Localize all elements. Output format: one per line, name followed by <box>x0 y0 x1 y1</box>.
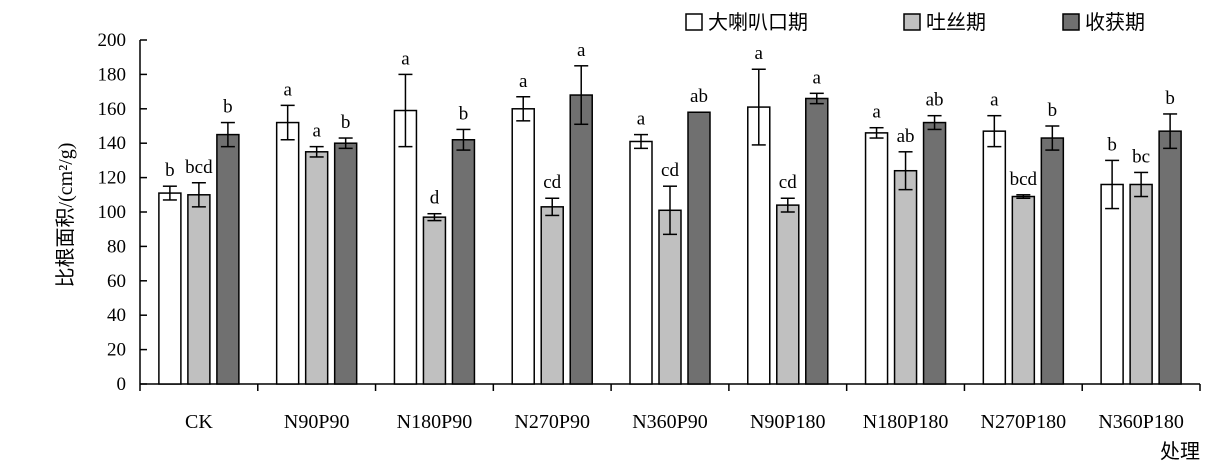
significance-label: ab <box>926 90 944 111</box>
y-tick-label: 160 <box>98 99 127 120</box>
y-axis-title: 比根面积/(cm²/g) <box>54 143 77 288</box>
bar <box>511 108 535 385</box>
x-tick-label: N270P90 <box>514 411 590 433</box>
bar <box>569 94 593 385</box>
significance-label: b <box>1165 88 1175 109</box>
significance-label: bc <box>1132 146 1150 167</box>
bar <box>187 194 211 385</box>
significance-label: bcd <box>185 157 213 178</box>
y-tick-label: 0 <box>117 374 127 395</box>
significance-label: a <box>990 90 999 111</box>
bar <box>864 132 889 385</box>
x-tick-label: N360P90 <box>632 411 708 433</box>
bar <box>422 216 447 385</box>
legend-label-0: 大喇叭口期 <box>708 11 808 34</box>
y-tick-label: 180 <box>98 64 127 85</box>
bar <box>776 204 800 385</box>
y-tick-label: 200 <box>98 30 127 51</box>
legend-swatch-2 <box>1062 13 1080 31</box>
bar <box>1129 183 1153 385</box>
x-tick-label: N180P180 <box>863 411 949 433</box>
bar <box>1100 183 1124 385</box>
x-tick-label: N90P180 <box>750 411 826 433</box>
bar <box>158 192 182 385</box>
y-tick-label: 80 <box>107 236 126 257</box>
significance-label: a <box>519 71 528 92</box>
significance-label: d <box>430 188 440 209</box>
significance-label: b <box>459 103 469 124</box>
significance-label: a <box>283 79 292 100</box>
bar <box>393 109 418 385</box>
x-axis-title: 处理 <box>1160 440 1200 463</box>
x-tick-label: N360P180 <box>1098 411 1184 433</box>
bar <box>629 140 653 385</box>
y-tick-label: 100 <box>98 202 127 223</box>
plot-area: 0 20 40 60 80 100 120 140 160 180 200 CK N90P90 N180P… <box>98 30 1201 433</box>
bar <box>304 151 329 385</box>
bar <box>275 121 300 385</box>
y-tick-label: 120 <box>98 168 127 189</box>
significance-label: bcd <box>1010 169 1038 190</box>
y-tick-label: 20 <box>107 340 126 361</box>
bar <box>982 130 1007 385</box>
bar <box>216 133 240 385</box>
significance-label: a <box>813 67 822 88</box>
x-tick-label: N90P90 <box>284 411 350 433</box>
x-tick-label: N270P180 <box>981 411 1067 433</box>
significance-label: cd <box>543 172 561 193</box>
bar <box>658 209 682 385</box>
significance-label: ab <box>690 86 708 107</box>
legend-label-2: 收获期 <box>1085 11 1145 34</box>
significance-label: b <box>1107 134 1117 155</box>
significance-label: a <box>872 102 881 123</box>
y-tick-label: 40 <box>107 305 126 326</box>
significance-label: a <box>637 109 646 130</box>
bar <box>540 206 564 385</box>
significance-label: b <box>1048 100 1058 121</box>
significance-label: a <box>312 121 321 142</box>
bar <box>922 121 947 385</box>
y-tick-label: 140 <box>98 133 127 154</box>
legend-swatch-1 <box>903 13 921 31</box>
significance-label: b <box>165 160 175 181</box>
bar <box>1040 137 1065 385</box>
significance-label: a <box>755 43 764 64</box>
bar <box>333 142 358 385</box>
bar <box>1011 195 1036 385</box>
significance-label: b <box>223 97 233 118</box>
significance-label: a <box>401 48 410 69</box>
y-tick-label: 60 <box>107 271 126 292</box>
bar <box>451 139 476 385</box>
bar <box>805 97 829 385</box>
x-tick-label: CK <box>185 411 213 433</box>
legend-label-1: 吐丝期 <box>926 11 986 34</box>
bar <box>747 106 771 385</box>
bar <box>1158 130 1182 385</box>
significance-label: b <box>341 112 351 133</box>
significance-label: a <box>577 40 586 61</box>
bar <box>687 111 711 385</box>
significance-label: cd <box>661 160 679 181</box>
legend: 大喇叭口期 吐丝期 收获期 <box>685 11 1145 34</box>
significance-label: cd <box>779 172 797 193</box>
x-tick-label: N180P90 <box>397 411 473 433</box>
legend-swatch-0 <box>685 13 703 31</box>
bar <box>893 169 918 385</box>
significance-label: ab <box>897 126 915 147</box>
